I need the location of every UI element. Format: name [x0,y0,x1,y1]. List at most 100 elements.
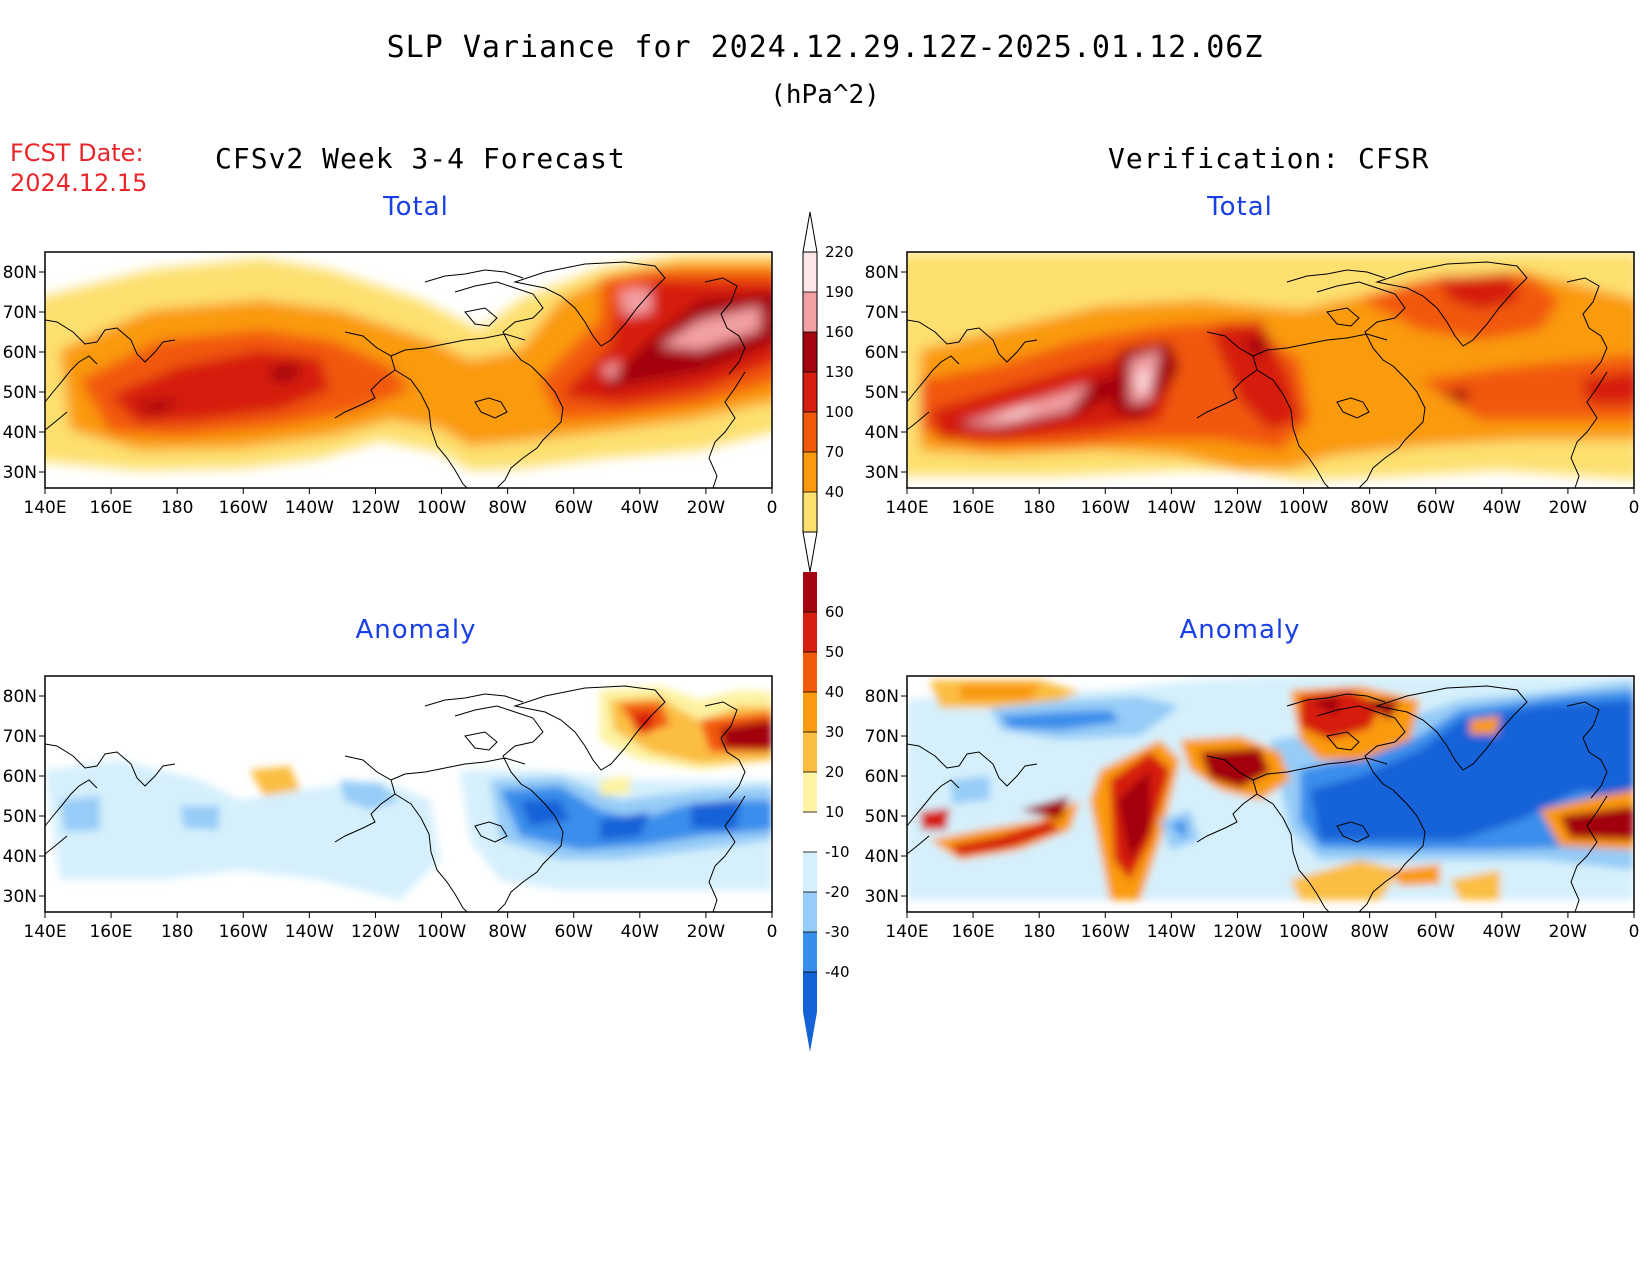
lon-tick-label: 140E [23,498,66,518]
lon-tick-label: 0 [767,498,778,518]
verification-total-map [900,252,1640,488]
lat-tick-label: 30N [865,463,899,483]
lon-tick-label: 0 [1629,498,1640,518]
lon-tick-label: 120W [1213,922,1262,942]
lat-tick-label: 30N [3,887,37,907]
lon-tick-label: 60W [1417,498,1456,518]
anomaly-colorbar-swatch [803,932,817,972]
lon-tick-label: 20W [1549,498,1588,518]
total-colorbar: 220 190 160 130 100 70 40 [803,212,854,572]
lon-tick-label: 180 [161,922,193,942]
anomaly-colorbar-swatch [803,772,817,812]
lat-tick-label: 70N [865,727,899,747]
lon-tick-label: 160W [1081,498,1130,518]
lat-tick-label: 70N [865,303,899,323]
lat-tick-label: 50N [865,807,899,827]
anomaly-colorbar-swatch [803,812,817,852]
lon-tick-label: 0 [767,922,778,942]
lon-tick-label: 60W [555,498,594,518]
lon-tick-label: 40W [621,498,660,518]
lon-tick-label: 140W [285,922,334,942]
lat-tick-label: 70N [3,727,37,747]
anomaly-colorbar-label: -40 [825,963,850,981]
lat-tick-label: 30N [865,887,899,907]
lon-tick-label: 40W [1483,922,1522,942]
lon-tick-label: 100W [417,922,466,942]
anomaly-colorbar-swatch [803,612,817,652]
anomaly-colorbar-label: -20 [825,883,850,901]
lat-tick-label: 50N [865,383,899,403]
lon-tick-label: 180 [1023,922,1055,942]
lat-tick-label: 40N [865,847,899,867]
lon-tick-label: 160W [219,498,268,518]
total-colorbar-label: 190 [825,283,854,301]
total-colorbar-swatch [803,452,817,492]
anomaly-colorbar-swatch [803,972,817,1012]
lon-tick-label: 140W [285,498,334,518]
lon-tick-label: 80W [1350,498,1389,518]
total-colorbar-swatch [803,412,817,452]
forecast-anomaly-map [45,676,772,912]
lon-tick-label: 160W [219,922,268,942]
anomaly-colorbar-label: 40 [825,683,844,701]
lon-tick-label: 140E [23,922,66,942]
lon-tick-label: 20W [1549,922,1588,942]
lon-tick-label: 140E [885,498,928,518]
anomaly-colorbar-label: -30 [825,923,850,941]
anomaly-colorbar-swatch [803,892,817,932]
total-colorbar-label: 100 [825,403,854,421]
lon-tick-label: 140E [885,922,928,942]
lat-tick-label: 80N [865,263,899,283]
lon-tick-label: 40W [1483,498,1522,518]
total-colorbar-label: 220 [825,243,854,261]
lat-tick-label: 40N [3,423,37,443]
lat-tick-label: 50N [3,383,37,403]
lon-tick-label: 80W [488,498,527,518]
lon-tick-label: 20W [687,922,726,942]
total-colorbar-label: 70 [825,443,844,461]
lat-tick-label: 70N [3,303,37,323]
anomaly-colorbar-label: 20 [825,763,844,781]
lon-tick-label: 140W [1147,922,1196,942]
lat-tick-label: 60N [865,767,899,787]
lat-tick-label: 40N [865,423,899,443]
lon-tick-label: 60W [1417,922,1456,942]
anomaly-colorbar-swatch [803,652,817,692]
total-colorbar-label: 130 [825,363,854,381]
lat-tick-label: 60N [3,343,37,363]
lon-tick-label: 160E [89,498,132,518]
total-colorbar-swatch [803,492,817,532]
lat-tick-label: 80N [3,263,37,283]
total-colorbar-swatch [803,252,817,292]
lon-tick-label: 160W [1081,922,1130,942]
lon-tick-label: 180 [161,498,193,518]
lon-tick-label: 20W [687,498,726,518]
lon-tick-label: 180 [1023,498,1055,518]
total-colorbar-label: 40 [825,483,844,501]
lon-tick-label: 160E [89,922,132,942]
anomaly-colorbar-swatch [803,732,817,772]
verification-anomaly-map [907,676,1634,912]
lon-tick-label: 100W [417,498,466,518]
anomaly-colorbar-label: 50 [825,643,844,661]
lon-tick-label: 120W [351,498,400,518]
lon-tick-label: 40W [621,922,660,942]
lon-tick-label: 120W [1213,498,1262,518]
anomaly-colorbar-swatch [803,852,817,892]
anomaly-colorbar-label: 30 [825,723,844,741]
total-colorbar-label: 160 [825,323,854,341]
forecast-total-map [30,252,780,488]
lat-tick-label: 30N [3,463,37,483]
lon-tick-label: 80W [1350,922,1389,942]
maps-canvas: 80N 70N 60N 50N 40N 30N 140E 160E 180 160W 140W 120… [0,0,1650,1275]
lon-tick-label: 160E [951,922,994,942]
lon-tick-label: 100W [1279,498,1328,518]
anomaly-colorbar-swatch [803,692,817,732]
lon-tick-label: 60W [555,922,594,942]
lon-tick-label: 140W [1147,498,1196,518]
lat-tick-label: 40N [3,847,37,867]
lat-tick-label: 80N [865,687,899,707]
lon-tick-label: 120W [351,922,400,942]
total-colorbar-swatch [803,332,817,372]
lat-tick-label: 60N [865,343,899,363]
